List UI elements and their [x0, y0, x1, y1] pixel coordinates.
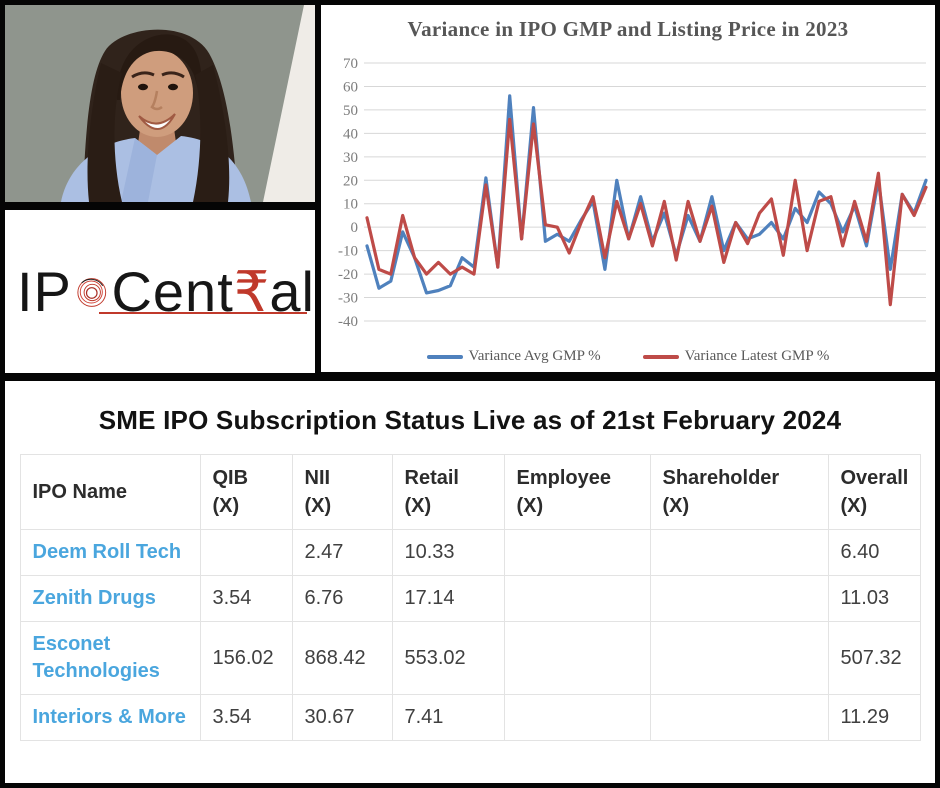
y-tick-label: 30 — [343, 150, 358, 166]
chart-legend: Variance Avg GMP % Variance Latest GMP % — [321, 348, 935, 365]
logo-text-ip: IP — [17, 260, 72, 323]
y-tick-label: 50 — [343, 103, 358, 119]
table-cell: 156.02 — [199, 621, 293, 695]
ipo-name-cell: Zenith Drugs — [19, 575, 201, 622]
smile — [138, 113, 176, 130]
ipo-name-link[interactable]: Interiors & More — [32, 706, 186, 728]
wall-corner — [263, 5, 315, 202]
ipo-name-cell: Deem Roll Tech — [19, 529, 201, 576]
table-cell: 11.03 — [827, 575, 921, 622]
table-header-cell: Overall (X) — [827, 454, 921, 530]
table-cell: 6.76 — [291, 575, 393, 622]
table-cell — [503, 694, 651, 741]
table-cell: 868.42 — [291, 621, 393, 695]
legend-item: Variance Latest GMP % — [642, 348, 830, 365]
y-tick-label: 70 — [343, 56, 358, 72]
table-header-cell: NII (X) — [291, 454, 393, 530]
legend-item: Variance Avg GMP % — [426, 348, 601, 365]
y-tick-label: 0 — [351, 220, 359, 236]
hair-front — [116, 34, 202, 100]
table-cell: 3.54 — [199, 694, 293, 741]
y-tick-label: 20 — [343, 173, 358, 189]
y-tick-label: -10 — [338, 244, 358, 260]
table-header-cell: Employee (X) — [503, 454, 651, 530]
table-row: Zenith Drugs 3.54 6.76 17.14 11.03 — [19, 575, 921, 622]
table-header-cell: QIB (X) — [199, 454, 293, 530]
table-cell — [649, 694, 829, 741]
legend-line-swatch-icon — [642, 354, 679, 359]
rupee-icon: ₹ — [233, 259, 270, 323]
series-line-latest-gmp — [365, 117, 928, 307]
series-line-avg-gmp — [365, 94, 928, 295]
chart-title: Variance in IPO GMP and Listing Price in… — [407, 17, 849, 41]
hair-strand-right — [193, 65, 230, 202]
nose — [150, 90, 163, 111]
table-header-cell: IPO Name — [19, 454, 201, 530]
subscription-table: IPO Name QIB (X) NII (X) Retail (X) Employee (X)… — [19, 454, 921, 741]
table-cell: 30.67 — [291, 694, 393, 741]
gmp-variance-chart-panel: 70 60 50 40 30 20 10 0 -10 -20 -30 -40 Variance in … — [321, 5, 935, 372]
eyebrow-left — [131, 71, 155, 79]
y-tick-label: 40 — [343, 126, 358, 142]
table-cell: 553.02 — [391, 621, 505, 695]
hair-strand-left — [87, 63, 122, 202]
spiral-o-icon — [77, 277, 107, 307]
ipo-central-logo: IP Cent ₹ al — [5, 210, 315, 373]
portrait-illustration — [5, 5, 315, 202]
y-tick-label: 10 — [343, 197, 358, 213]
table-cell: 507.32 — [827, 621, 921, 695]
table-cell — [503, 575, 651, 622]
legend-line-swatch-icon — [426, 354, 463, 359]
table-row: Deem Roll Tech 2.47 10.33 6.40 — [19, 529, 921, 576]
table-cell: 11.29 — [827, 694, 921, 741]
table-cell — [199, 529, 293, 576]
table-cell: 2.47 — [291, 529, 393, 576]
legend-label: Variance Avg GMP % — [468, 348, 601, 364]
y-tick-label: -30 — [338, 291, 358, 307]
legend-label: Variance Latest GMP % — [684, 348, 830, 364]
gmp-variance-chart: 70 60 50 40 30 20 10 0 -10 -20 -30 -40 — [338, 56, 928, 330]
subscription-table-panel: SME IPO Subscription Status Live as of 2… — [5, 381, 935, 783]
table-cell: 17.14 — [391, 575, 505, 622]
eye-right — [168, 83, 178, 91]
y-tick-label: 60 — [343, 79, 358, 95]
table-row: Interiors & More 3.54 30.67 7.41 11.29 — [19, 694, 921, 741]
ipo-name-link[interactable]: Deem Roll Tech — [32, 541, 182, 563]
y-tick-label: -20 — [338, 267, 358, 283]
table-cell — [503, 529, 651, 576]
table-cell: 10.33 — [391, 529, 505, 576]
logo-text-al: al — [269, 260, 315, 323]
table-cell: 6.40 — [827, 529, 921, 576]
table-cell — [503, 621, 651, 695]
ipo-name-cell: Interiors & More — [19, 694, 201, 741]
table-row: Esconet Technologies 156.02 868.42 553.02 50… — [19, 621, 921, 695]
eyebrow-right — [161, 71, 185, 79]
table-cell: 7.41 — [391, 694, 505, 741]
blazer-lapel — [121, 138, 157, 202]
ipo-name-link[interactable]: Esconet Technologies — [32, 633, 160, 682]
table-title: SME IPO Subscription Status Live as of 2… — [98, 405, 842, 435]
eye-left — [138, 83, 148, 91]
table-cell — [649, 529, 829, 576]
table-header-row: IPO Name QIB (X) NII (X) Retail (X) Employee (X)… — [19, 454, 921, 530]
y-tick-label: -40 — [338, 314, 358, 330]
table-header-cell: Shareholder (X) — [649, 454, 829, 530]
table-cell: 3.54 — [199, 575, 293, 622]
portrait-photo — [5, 5, 315, 202]
ipo-name-link[interactable]: Zenith Drugs — [32, 587, 156, 609]
table-header-cell: Retail (X) — [391, 454, 505, 530]
logo-text-cent: Cent — [111, 260, 234, 323]
table-cell — [649, 575, 829, 622]
table-cell — [649, 621, 829, 695]
ipo-name-cell: Esconet Technologies — [19, 621, 201, 695]
logo-underline — [99, 312, 307, 314]
